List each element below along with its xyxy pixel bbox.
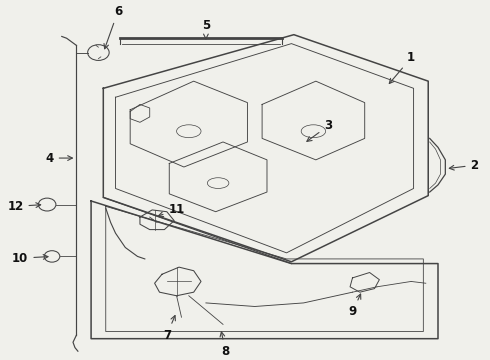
Text: 9: 9	[348, 294, 361, 318]
Text: 3: 3	[307, 120, 332, 141]
Text: 1: 1	[390, 51, 415, 84]
Text: 4: 4	[46, 152, 73, 165]
Text: 2: 2	[449, 159, 479, 172]
Text: 7: 7	[163, 316, 175, 342]
Text: 6: 6	[104, 5, 122, 49]
Text: 11: 11	[158, 203, 185, 217]
Text: 8: 8	[220, 332, 230, 358]
Text: 5: 5	[202, 19, 210, 39]
Text: 12: 12	[7, 200, 41, 213]
Text: 10: 10	[12, 252, 48, 265]
